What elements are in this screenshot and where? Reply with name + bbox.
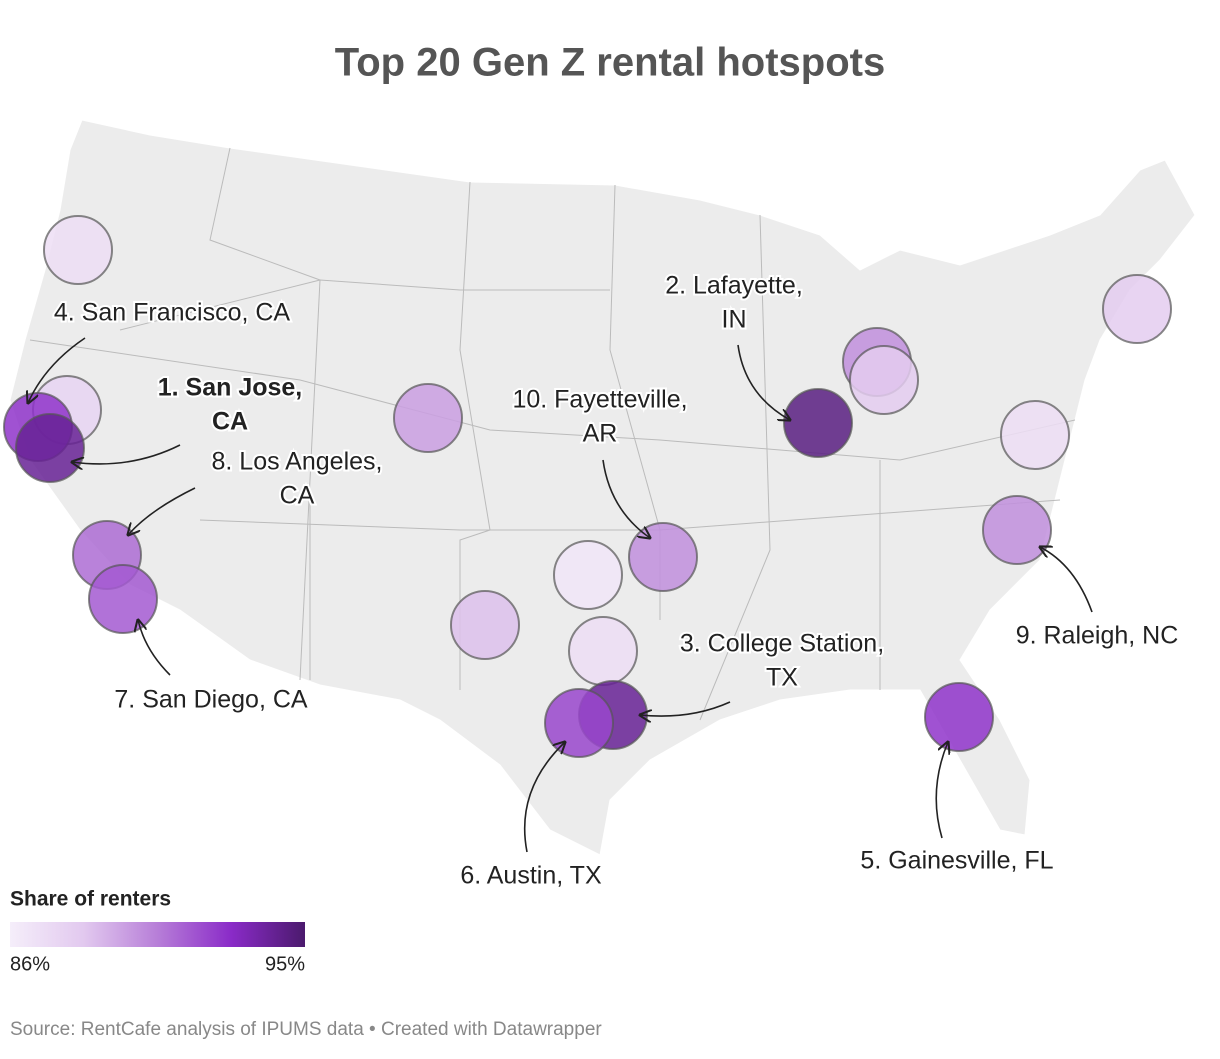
legend-tick-label: 95% — [265, 953, 305, 975]
annotation-label: 9. Raleigh, NC — [1016, 622, 1179, 650]
marker — [849, 345, 919, 415]
marker — [393, 383, 463, 453]
annotation-label: 8. Los Angeles, — [212, 448, 383, 476]
annotation-arrows — [28, 337, 1093, 853]
marker — [1102, 274, 1172, 344]
marker — [628, 522, 698, 592]
marker — [15, 413, 85, 483]
title: Top 20 Gen Z rental hotspots — [335, 41, 885, 85]
marker — [1000, 400, 1070, 470]
source: Source: RentCafe analysis of IPUMS data … — [10, 1019, 602, 1040]
marker — [553, 540, 623, 610]
annotation-label: AR — [583, 420, 618, 448]
marker — [568, 616, 638, 686]
annotation-label: IN — [722, 306, 747, 334]
annotation-label: 7. San Diego, CA — [114, 686, 307, 714]
us-map — [9, 119, 1196, 856]
annotation-label: 10. Fayetteville, — [512, 386, 687, 414]
annotation-label: CA — [212, 408, 248, 436]
marker — [982, 495, 1052, 565]
marker — [544, 688, 614, 758]
marker — [450, 590, 520, 660]
annotation-label: 5. Gainesville, FL — [860, 847, 1053, 875]
annotation-label: CA — [280, 482, 315, 510]
annotation-label: 6. Austin, TX — [460, 862, 602, 890]
marker — [783, 388, 853, 458]
annotation-label: 1. San Jose, — [158, 374, 303, 402]
marker — [88, 564, 158, 634]
annotation-label: TX — [766, 664, 798, 692]
annotation-label: 3. College Station, — [680, 630, 884, 658]
annotation-label: 2. Lafayette, — [665, 272, 803, 300]
legend-tick-label: 86% — [10, 953, 50, 975]
marker — [43, 215, 113, 285]
legend-title: Share of renters — [10, 888, 171, 911]
legend-gradient — [10, 922, 305, 947]
annotation-label: 4. San Francisco, CA — [54, 299, 291, 327]
marker — [924, 682, 994, 752]
